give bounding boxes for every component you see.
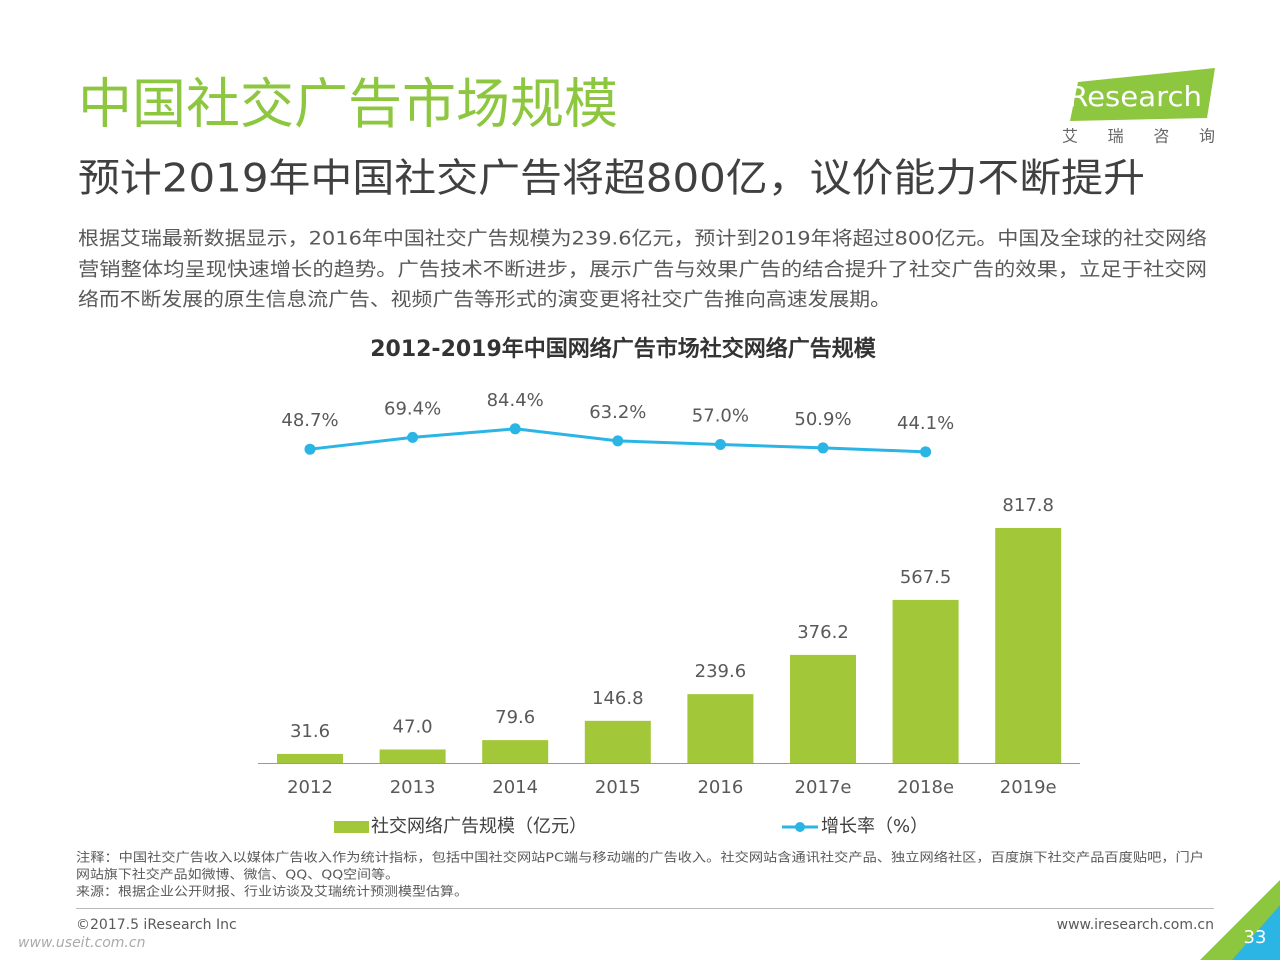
body-line: 络而不断发展的原生信息流广告、视频广告等形式的演变更将社交广告推向高速发展期。 — [78, 289, 891, 311]
data-label: 84.4% — [487, 390, 544, 411]
data-label: 63.2% — [589, 402, 646, 423]
bar — [584, 720, 651, 763]
url: www.iresearch.com.cn — [1057, 917, 1214, 933]
x-tick-label: 2019e — [1000, 777, 1057, 798]
chart-title: 2012-2019年中国网络广告市场社交网络广告规模 — [370, 336, 877, 362]
x-tick-label: 2017e — [795, 777, 852, 798]
logo-brand: iResearch — [1060, 80, 1202, 113]
line-point — [407, 431, 419, 443]
data-label: 44.1% — [897, 413, 954, 434]
data-label: 50.9% — [794, 409, 851, 430]
line-point — [817, 442, 829, 454]
body-line: 营销整体均呈现快速增长的趋势。广告技术不断进步，展示广告与效果广告的结合提升了社… — [78, 259, 1207, 281]
line-point — [509, 423, 521, 435]
bar — [892, 599, 959, 763]
legend-label: 社交网络广告规模（亿元） — [371, 816, 587, 837]
logo-tagline: 艾 瑞 咨 询 — [1062, 127, 1215, 146]
line-point — [612, 435, 624, 447]
legend-swatch — [334, 821, 369, 833]
copyright: ©2017.5 iResearch Inc — [76, 917, 237, 933]
source: 来源：根据企业公开财报、行业访谈及艾瑞统计预测模型估算。 — [76, 884, 468, 899]
note: 注释：中国社交广告收入以媒体广告收入作为统计指标，包括中国社交网站PC端与移动端… — [76, 850, 1204, 865]
bar — [995, 527, 1062, 763]
data-label: 79.6 — [495, 707, 535, 728]
x-tick-label: 2013 — [390, 777, 436, 798]
data-label: 239.6 — [695, 661, 747, 682]
data-label: 31.6 — [290, 721, 330, 742]
corner — [1232, 905, 1280, 960]
data-label: 146.8 — [592, 688, 644, 709]
page-number: 33 — [1244, 927, 1267, 948]
bar — [277, 753, 343, 763]
x-tick-label: 2018e — [897, 777, 954, 798]
line-point — [304, 443, 316, 455]
x-tick-label: 2012 — [287, 777, 333, 798]
legend-label: 增长率（%） — [821, 816, 928, 837]
line-point — [714, 438, 726, 450]
data-label: 567.5 — [900, 567, 952, 588]
data-label: 817.8 — [1002, 495, 1054, 516]
x-tick-label: 2016 — [697, 777, 743, 798]
legend: 社交网络广告规模（亿元） 增长率（%） — [334, 816, 928, 837]
line-point — [920, 446, 932, 458]
subtitle: 预计2019年中国社交广告将超800亿，议价能力不断提升 — [78, 157, 1145, 202]
data-label: 48.7% — [281, 410, 338, 431]
title: 中国社交广告市场规模 — [78, 73, 618, 136]
data-label: 47.0 — [393, 716, 433, 737]
watermark: www.useit.com.cn — [18, 935, 145, 951]
body-line: 根据艾瑞最新数据显示，2016年中国社交广告规模为239.6亿元，预计到2019… — [78, 228, 1207, 250]
bar — [482, 740, 549, 763]
legend-swatch — [795, 822, 805, 832]
note: 网站旗下社交产品如微博、微信、QQ、QQ空间等。 — [76, 867, 399, 882]
bar — [790, 654, 856, 763]
data-label: 57.0% — [692, 405, 749, 426]
bar — [687, 694, 754, 763]
data-label: 376.2 — [797, 622, 849, 643]
x-tick-label: 2015 — [595, 777, 641, 798]
x-tick-label: 2014 — [492, 777, 538, 798]
logo-shape — [1070, 68, 1215, 121]
bar — [379, 749, 446, 763]
data-label: 69.4% — [384, 398, 441, 419]
